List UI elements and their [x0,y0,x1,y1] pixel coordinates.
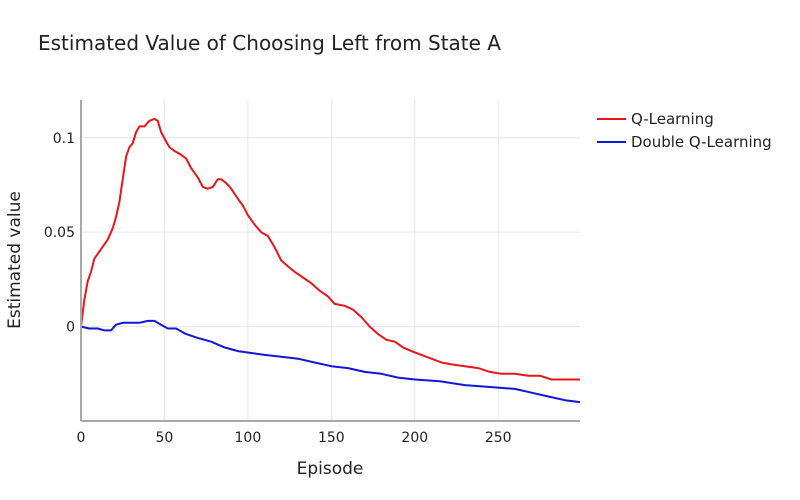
x-tick-label: 200 [401,430,428,446]
legend-label: Q-Learning [631,110,714,128]
x-tick-label: 100 [235,430,262,446]
legend-label: Double Q-Learning [631,133,772,151]
legend-item[interactable]: Q-Learning [597,110,714,128]
x-tick-label: 150 [318,430,345,446]
x-axis-title: Episode [297,459,364,479]
y-tick-label: 0.1 [53,131,75,147]
y-tick-label: 0 [66,320,75,336]
legend[interactable]: Q-Learning Double Q-Learning [597,110,772,151]
series-line-q-learning [80,117,580,381]
legend-item[interactable]: Double Q-Learning [597,133,772,151]
y-axis-title: Estimated value [5,191,25,329]
series-lines [80,117,581,404]
axes [80,100,580,422]
x-tick-label: 0 [77,430,86,446]
x-tick-label: 250 [485,430,512,446]
y-tick-label: 0.05 [44,225,75,241]
chart-title: Estimated Value of Choosing Left from St… [38,31,501,55]
tick-labels: 0 50 100 150 200 250 0 0.05 0.1 [44,131,512,446]
series-line-double-q-learning [80,319,581,404]
x-tick-label: 50 [156,430,174,446]
